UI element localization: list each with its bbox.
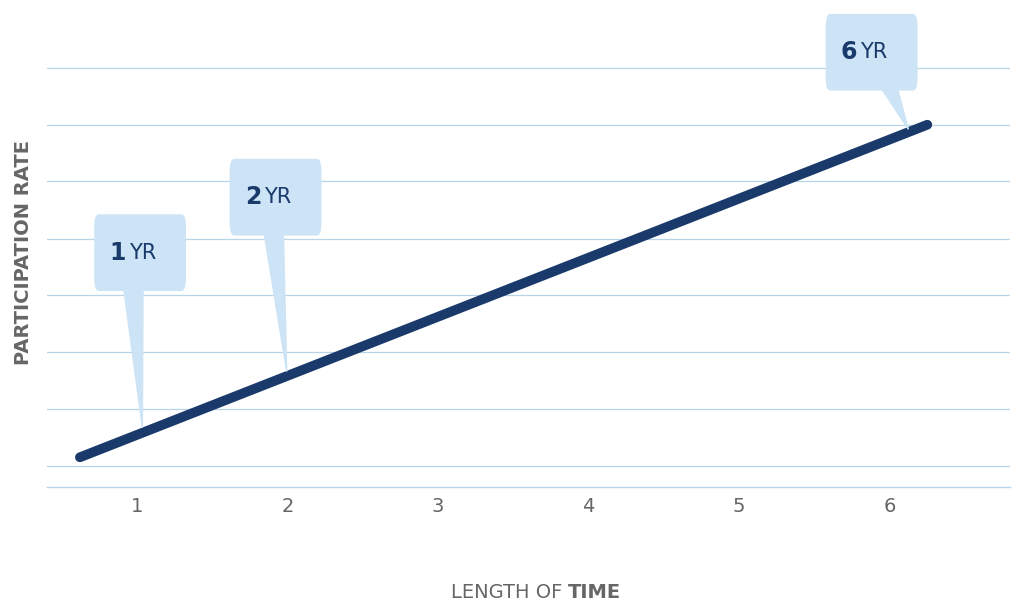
Polygon shape [262,221,287,371]
Text: YR: YR [860,42,888,62]
FancyBboxPatch shape [825,14,918,91]
Text: YR: YR [264,187,292,207]
Text: 1: 1 [110,241,126,264]
Text: LENGTH OF: LENGTH OF [451,583,568,603]
Text: TIME: TIME [568,583,622,603]
Polygon shape [873,76,908,130]
Text: 6: 6 [841,40,857,64]
Y-axis label: PARTICIPATION RATE: PARTICIPATION RATE [14,140,33,365]
FancyBboxPatch shape [94,214,186,291]
Text: YR: YR [129,243,156,263]
Text: LENGTH OF TIME: LENGTH OF TIME [446,539,610,558]
Polygon shape [122,276,143,427]
Text: 2: 2 [245,185,261,209]
FancyBboxPatch shape [229,159,322,235]
